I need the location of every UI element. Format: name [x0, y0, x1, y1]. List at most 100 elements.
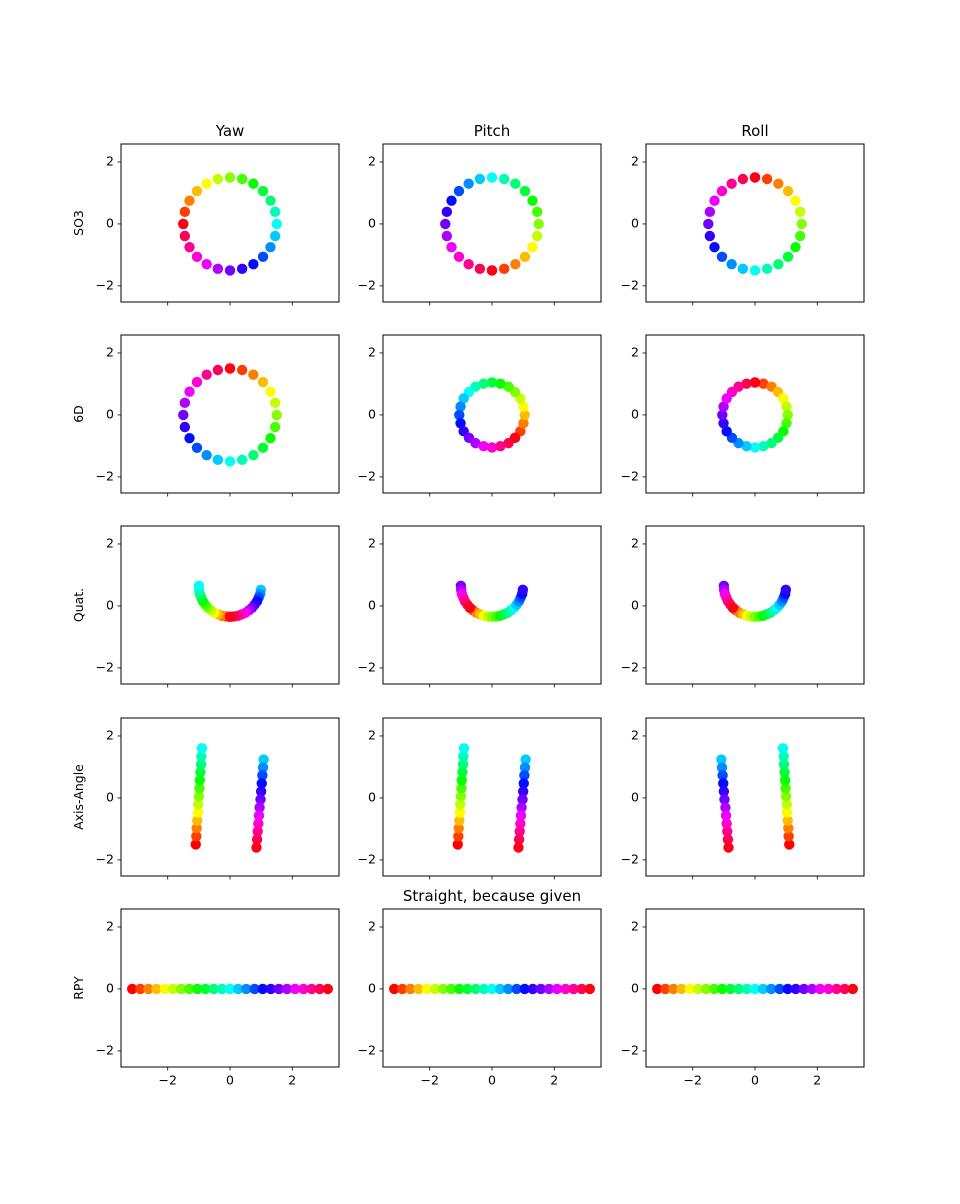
point [716, 754, 727, 765]
point [224, 983, 236, 995]
x-tick-label: 0 [488, 1073, 496, 1088]
point [709, 241, 720, 253]
point [514, 826, 525, 837]
point [151, 983, 162, 995]
point [668, 983, 679, 995]
point [486, 983, 498, 995]
point [191, 376, 203, 388]
y-tick-label: 2 [106, 727, 114, 742]
point [232, 983, 244, 995]
x-tick-label: −2 [158, 1073, 176, 1088]
axes-background [383, 526, 601, 684]
point [700, 983, 712, 995]
point [814, 983, 826, 995]
point [265, 386, 276, 397]
point [531, 230, 543, 242]
point [413, 983, 424, 995]
point [510, 259, 521, 270]
point [749, 377, 761, 388]
point [517, 794, 528, 805]
point [779, 767, 790, 778]
subplot: −2 0 2 Yaw SO3 [71, 122, 340, 306]
point [798, 983, 810, 995]
point [709, 195, 720, 206]
point [794, 206, 806, 218]
point [839, 983, 850, 995]
y-tick-label: −2 [96, 851, 114, 866]
point [201, 178, 212, 189]
point [201, 259, 212, 270]
point [722, 834, 734, 845]
point [517, 786, 529, 797]
y-tick-label: −2 [358, 468, 376, 483]
point [191, 185, 203, 197]
y-axis-label: SO3 [71, 210, 86, 236]
point [265, 241, 276, 253]
point [726, 259, 737, 270]
point [527, 195, 538, 206]
point [257, 770, 268, 781]
point [224, 611, 236, 622]
axes-background [383, 335, 601, 493]
point [765, 983, 777, 995]
y-tick-label: 0 [106, 215, 114, 230]
point [498, 263, 510, 275]
axes-background [646, 526, 864, 684]
point [831, 983, 842, 995]
y-axis-label: Quat. [71, 588, 86, 622]
point [255, 794, 266, 805]
point [429, 983, 441, 995]
x-tick-label: −2 [420, 1073, 438, 1088]
point [236, 364, 248, 376]
y-tick-label: 0 [368, 215, 376, 230]
point [257, 251, 269, 262]
y-tick-label: 0 [631, 215, 639, 230]
point [684, 983, 696, 995]
point [191, 251, 203, 262]
point [780, 791, 792, 802]
point [719, 794, 730, 805]
point [212, 263, 224, 275]
point [463, 259, 474, 270]
point [194, 783, 205, 794]
point [517, 584, 529, 596]
point [200, 983, 211, 995]
point [455, 401, 466, 412]
point [790, 983, 801, 995]
point [749, 442, 761, 453]
point [240, 983, 252, 995]
point [192, 983, 203, 995]
point [498, 173, 510, 185]
point [722, 826, 733, 837]
point [721, 426, 732, 437]
point [224, 363, 236, 374]
point [847, 983, 858, 995]
point [457, 767, 468, 778]
point [749, 265, 761, 276]
point [269, 206, 281, 218]
point [806, 983, 818, 995]
y-tick-label: −2 [621, 468, 639, 483]
point [781, 401, 792, 412]
point [741, 441, 752, 452]
point [265, 195, 276, 206]
point [660, 983, 671, 995]
point [224, 265, 236, 276]
point [192, 807, 204, 818]
point [269, 421, 281, 433]
subplot-title: Straight, because given [403, 887, 581, 905]
y-tick-label: −2 [358, 1042, 376, 1057]
point [193, 799, 204, 810]
point [584, 983, 595, 995]
point [191, 442, 203, 453]
point [269, 397, 281, 409]
point [780, 584, 792, 596]
point [159, 983, 171, 995]
point [486, 172, 498, 183]
point [196, 743, 208, 754]
point [652, 983, 663, 995]
y-tick-label: 2 [631, 344, 639, 359]
y-tick-label: 0 [368, 789, 376, 804]
point [257, 762, 269, 773]
